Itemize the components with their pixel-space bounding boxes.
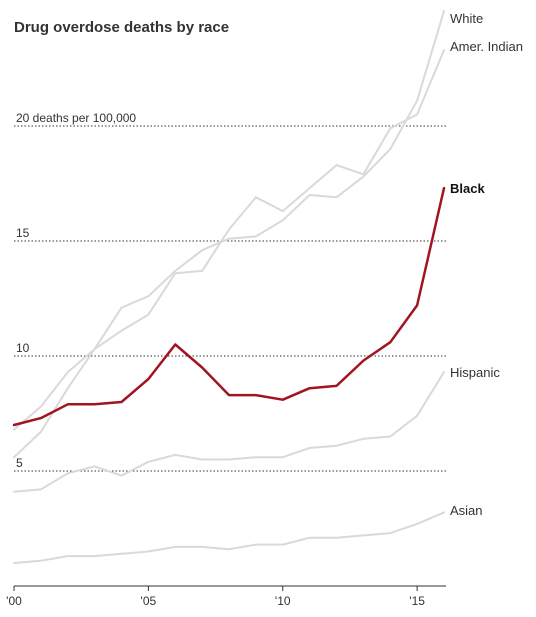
- gridline-label-5: 5: [16, 456, 23, 470]
- series-labels: White Amer. Indian Black Hispanic Asian: [450, 11, 523, 518]
- series-label-hispanic: Hispanic: [450, 365, 500, 380]
- series-line-hispanic: [13, 371, 445, 493]
- series-line-white: [13, 10, 445, 431]
- gridline-label-10: 10: [16, 341, 30, 355]
- x-tick-label-2010: '10: [275, 594, 291, 608]
- x-tick-label-2015: '15: [409, 594, 425, 608]
- series-line-amer-indian: [13, 49, 445, 459]
- chart-title: Drug overdose deaths by race: [14, 19, 229, 36]
- series-label-black: Black: [450, 181, 485, 196]
- series-line-black: [12, 186, 446, 427]
- x-tick-label-2005: '05: [141, 594, 157, 608]
- series-label-white: White: [450, 11, 483, 26]
- series-line-asian: [13, 511, 445, 564]
- x-axis: '00 '05 '10 '15: [6, 585, 446, 608]
- series-layer: [12, 10, 446, 564]
- series-label-asian: Asian: [450, 503, 483, 518]
- x-tick-label-2000: '00: [6, 594, 22, 608]
- grid-layer: 5 10 15 20 deaths per 100,000: [14, 111, 446, 472]
- gridline-label-15: 15: [16, 226, 30, 240]
- gridline-label-20: 20 deaths per 100,000: [16, 111, 136, 125]
- series-label-amer-indian: Amer. Indian: [450, 39, 523, 54]
